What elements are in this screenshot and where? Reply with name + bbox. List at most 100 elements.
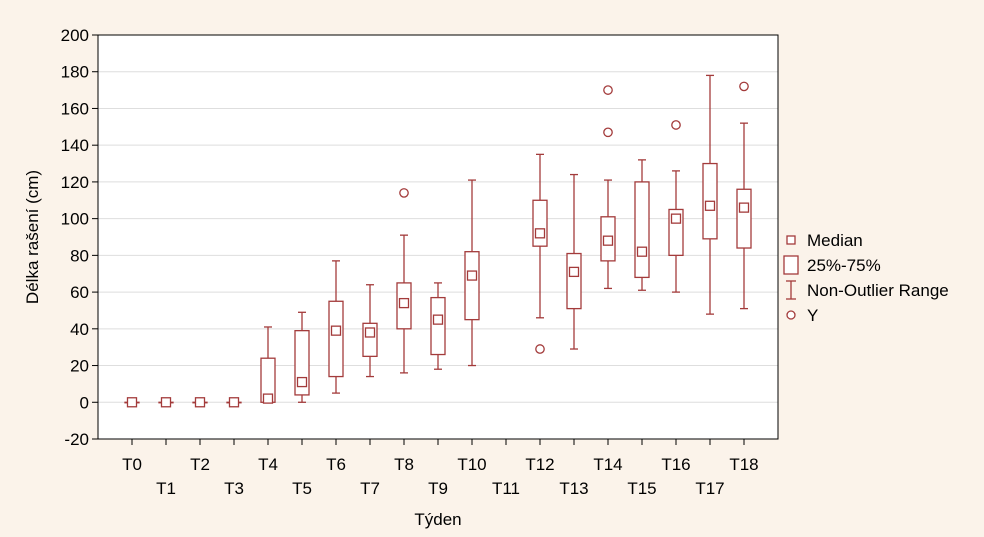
x-tick-label: T4 (258, 455, 278, 474)
y-tick-label: 160 (61, 99, 89, 118)
median-marker (466, 270, 478, 281)
x-tick-label: T6 (326, 455, 346, 474)
iqr-box (634, 181, 650, 279)
box-T1 (158, 397, 174, 408)
legend-label: Median (807, 231, 863, 250)
y-tick-label: 80 (70, 246, 89, 265)
y-tick-label: -20 (64, 430, 89, 449)
box-T7 (362, 284, 378, 378)
outlier-point (739, 81, 749, 92)
legend-median-symbol (786, 235, 796, 245)
box-T12 (532, 153, 548, 354)
outlier-point (399, 188, 409, 198)
box-T0 (124, 397, 140, 408)
x-tick-label: T3 (224, 479, 244, 498)
outlier-point (671, 120, 681, 130)
iqr-box (464, 251, 480, 321)
median-marker (228, 397, 240, 408)
x-tick-label: T16 (661, 455, 690, 474)
x-axis: T0 T1 T2 T3 T4 T5 T6 T7 T8 T9 T10 T11 T12 T13 T14 T15 T1… (122, 439, 759, 498)
x-tick-label: T1 (156, 479, 176, 498)
median-marker (636, 246, 648, 257)
legend-outlier-symbol (786, 310, 796, 320)
legend-item-box: 25%-75% (783, 255, 881, 275)
legend-item-outlier: Y (786, 306, 818, 325)
box-series (124, 74, 752, 408)
legend-item-median: Median (786, 231, 863, 250)
box-T9 (430, 282, 446, 370)
median-marker (670, 213, 682, 224)
x-tick-label: T5 (292, 479, 312, 498)
y-tick-label: 20 (70, 357, 89, 376)
y-tick-label: 180 (61, 63, 89, 82)
y-tick-label: 0 (80, 393, 89, 412)
box-T17 (702, 74, 718, 315)
box-T6 (328, 260, 344, 394)
y-tick-label: 140 (61, 136, 89, 155)
legend-label: 25%-75% (807, 256, 881, 275)
y-tick-label: 40 (70, 320, 89, 339)
median-marker (704, 200, 716, 211)
box-T16 (668, 120, 684, 293)
y-tick-label: 200 (61, 26, 89, 45)
legend-item-whisker: Non-Outlier Range (786, 280, 949, 300)
median-marker (296, 376, 308, 388)
median-marker (330, 325, 342, 336)
y-axis: -20 0 20 40 60 80 100 120 140 160 180 200 (61, 26, 98, 449)
x-tick-label: T2 (190, 455, 210, 474)
x-tick-label: T17 (695, 479, 724, 498)
x-tick-label: T12 (525, 455, 554, 474)
outlier-point (603, 85, 613, 95)
iqr-box (736, 188, 752, 249)
x-tick-label: T15 (627, 479, 656, 498)
x-tick-label: T7 (360, 479, 380, 498)
box-T15 (634, 159, 650, 291)
iqr-box (566, 252, 582, 310)
legend-box-symbol (783, 255, 799, 275)
outlier-point (603, 127, 613, 138)
x-tick-label: T14 (593, 455, 622, 474)
box-T4 (260, 326, 276, 404)
median-marker (432, 314, 444, 325)
box-T18 (736, 81, 752, 310)
x-tick-label: T18 (729, 455, 758, 474)
x-tick-label: T10 (457, 455, 486, 474)
x-tick-label: T13 (559, 479, 588, 498)
outlier-point (535, 344, 545, 354)
median-marker (262, 393, 274, 404)
x-tick-label: T9 (428, 479, 448, 498)
x-tick-label: T8 (394, 455, 414, 474)
legend-label: Y (807, 306, 818, 325)
x-tick-label: T0 (122, 455, 142, 474)
x-tick-label: T11 (492, 479, 520, 498)
y-axis-label: Délka rašení (cm) (23, 170, 42, 304)
y-tick-label: 60 (70, 283, 89, 302)
box-T14 (600, 85, 616, 290)
box-T13 (566, 173, 582, 350)
y-tick-label: 100 (61, 210, 89, 229)
median-marker (602, 235, 614, 246)
median-marker (194, 397, 206, 408)
iqr-box (532, 199, 548, 247)
x-axis-label: Týden (414, 510, 461, 529)
legend-label: Non-Outlier Range (807, 281, 949, 300)
median-marker (160, 397, 172, 408)
median-marker (398, 297, 410, 309)
box-T3 (226, 397, 242, 408)
iqr-box (430, 296, 446, 356)
box-T2 (192, 397, 208, 408)
box-T5 (294, 311, 310, 403)
plot-background (98, 35, 778, 439)
box-T10 (464, 179, 480, 367)
median-marker (534, 228, 546, 239)
y-tick-label: 120 (61, 173, 89, 192)
median-marker (568, 266, 580, 278)
median-marker (364, 327, 376, 338)
box-T8 (396, 188, 412, 374)
iqr-box (328, 300, 344, 378)
legend: Median 25%-75% Non-Outlier Range Y (783, 231, 949, 325)
median-marker (126, 397, 138, 408)
median-marker (738, 202, 750, 213)
